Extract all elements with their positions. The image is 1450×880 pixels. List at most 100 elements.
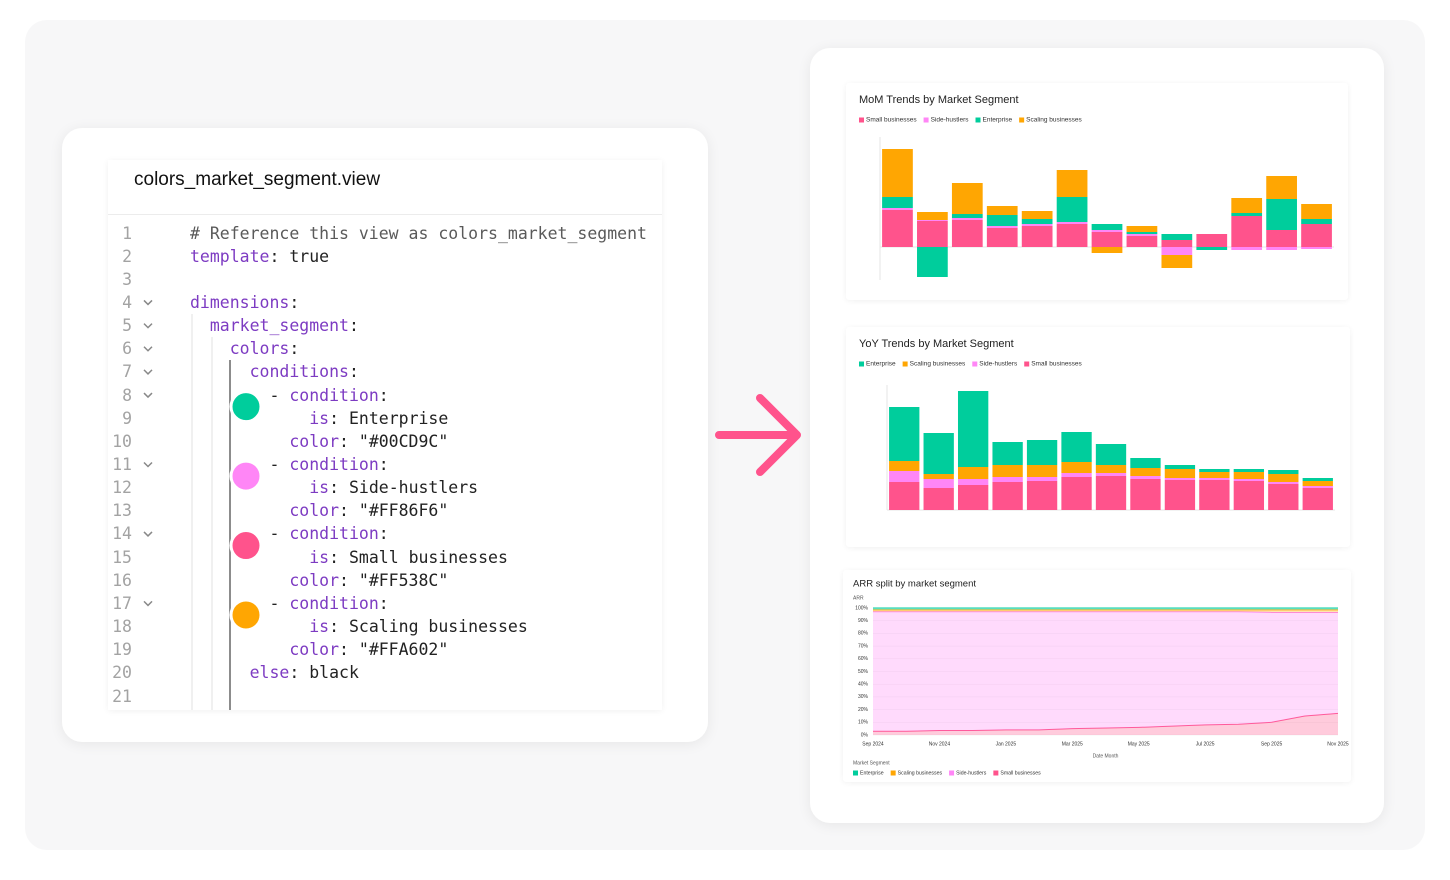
bar-segment bbox=[1126, 232, 1158, 234]
bar-segment bbox=[923, 479, 954, 488]
bar-segment bbox=[1268, 470, 1299, 474]
bar-segment bbox=[1026, 481, 1058, 510]
bar-segment bbox=[1268, 484, 1299, 510]
line-number: 12 bbox=[112, 478, 132, 498]
line-number: 13 bbox=[112, 501, 132, 521]
chart-title: MoM Trends by Market Segment bbox=[859, 94, 1019, 106]
legend-swatch bbox=[923, 117, 929, 123]
bar-segment bbox=[1301, 224, 1332, 247]
code-line: is: Side-hustlers bbox=[309, 478, 479, 498]
bar-segment bbox=[1199, 478, 1230, 480]
bar-segment bbox=[1061, 473, 1092, 477]
bar-segment bbox=[1161, 240, 1193, 247]
x-tick-label: Sep 2024 bbox=[862, 741, 884, 747]
bar-segment bbox=[1301, 247, 1332, 249]
code-line: is: Enterprise bbox=[309, 408, 449, 428]
bar-segment bbox=[992, 482, 1023, 510]
bar-segment bbox=[957, 391, 989, 467]
y-tick-label: 0% bbox=[861, 732, 869, 738]
bar-segment bbox=[1302, 478, 1333, 481]
legend-swatch bbox=[1024, 361, 1030, 367]
code-line: market_segment: bbox=[209, 316, 359, 336]
bar-segment bbox=[923, 474, 954, 479]
bar-segment bbox=[889, 407, 920, 461]
y-tick-label: 100% bbox=[855, 605, 868, 611]
line-number: 21 bbox=[112, 686, 132, 706]
bar-segment bbox=[917, 220, 948, 221]
bar-segment bbox=[951, 218, 983, 220]
bar-segment bbox=[1126, 234, 1158, 236]
code-line: is: Small businesses bbox=[309, 547, 508, 567]
bar-segment bbox=[1095, 476, 1127, 510]
bar-segment bbox=[882, 149, 913, 197]
bar-segment bbox=[1231, 198, 1263, 213]
bar-segment bbox=[1161, 255, 1193, 268]
bar-segment bbox=[957, 467, 989, 479]
legend-label: Enterprise bbox=[866, 361, 896, 368]
bar-segment bbox=[992, 442, 1023, 465]
bar-segment bbox=[1268, 474, 1299, 482]
legend-swatch bbox=[975, 117, 981, 123]
bar-segment bbox=[1126, 226, 1158, 232]
bar-segment bbox=[1126, 236, 1158, 247]
line-number: 4 bbox=[122, 292, 132, 312]
x-tick-label: May 2025 bbox=[1128, 741, 1150, 747]
bar-segment bbox=[1268, 482, 1299, 484]
legend-swatch bbox=[859, 361, 864, 367]
bar-segment bbox=[1095, 473, 1127, 476]
y-tick-label: 40% bbox=[858, 682, 869, 688]
line-number: 8 bbox=[122, 385, 132, 405]
bar-segment bbox=[923, 488, 954, 510]
y-tick-label: 70% bbox=[858, 643, 869, 649]
bar-segment bbox=[1026, 440, 1058, 465]
legend-label: Scaling businesses bbox=[910, 361, 966, 368]
chart-card bbox=[843, 570, 1351, 782]
legend-swatch bbox=[890, 770, 896, 776]
bar-segment bbox=[1091, 224, 1123, 230]
color-swatch bbox=[229, 459, 263, 493]
bar-segment bbox=[1302, 488, 1333, 510]
color-swatch bbox=[229, 598, 263, 632]
color-swatch bbox=[229, 390, 263, 424]
bar-segment bbox=[923, 433, 954, 474]
y-tick-label: 30% bbox=[858, 694, 869, 700]
legend-swatch bbox=[949, 770, 955, 776]
legend-label: Small businesses bbox=[1000, 770, 1041, 776]
legend-swatch bbox=[993, 770, 999, 776]
bar-segment bbox=[1231, 216, 1263, 247]
line-number: 19 bbox=[112, 640, 132, 660]
bar-segment bbox=[1199, 480, 1230, 510]
legend-label: Side-hustlers bbox=[931, 117, 970, 124]
bar-segment bbox=[1302, 486, 1333, 488]
y-tick-label: 50% bbox=[858, 669, 869, 675]
legend-label: Side-hustlers bbox=[956, 770, 987, 776]
bar-segment bbox=[1061, 477, 1092, 510]
bar-segment bbox=[1266, 247, 1297, 250]
bar-segment bbox=[1056, 197, 1088, 222]
area-line bbox=[873, 611, 1338, 613]
fold-chevron bbox=[143, 369, 153, 375]
bar-segment bbox=[1196, 247, 1228, 250]
bar-segment bbox=[1056, 170, 1088, 197]
bar-segment bbox=[1130, 479, 1161, 510]
code-line: colors: bbox=[229, 339, 300, 359]
bar-segment bbox=[1130, 476, 1161, 479]
y-axis-title: ARR bbox=[853, 595, 864, 601]
legend-title: Market Segment bbox=[853, 760, 890, 766]
bar-segment bbox=[986, 206, 1018, 215]
bar-segment bbox=[1161, 247, 1193, 255]
bar-segment bbox=[889, 461, 920, 471]
bar-segment bbox=[1164, 478, 1196, 480]
bar-segment bbox=[951, 214, 983, 218]
color-swatch bbox=[229, 529, 263, 563]
bar-segment bbox=[1233, 472, 1265, 479]
chart-title: YoY Trends by Market Segment bbox=[859, 338, 1014, 350]
line-number: 2 bbox=[122, 246, 132, 266]
bar-segment bbox=[1056, 224, 1088, 247]
bar-segment bbox=[951, 220, 983, 247]
arrow bbox=[715, 394, 801, 476]
bar-segment bbox=[1061, 462, 1092, 473]
bar-segment bbox=[1233, 481, 1265, 510]
